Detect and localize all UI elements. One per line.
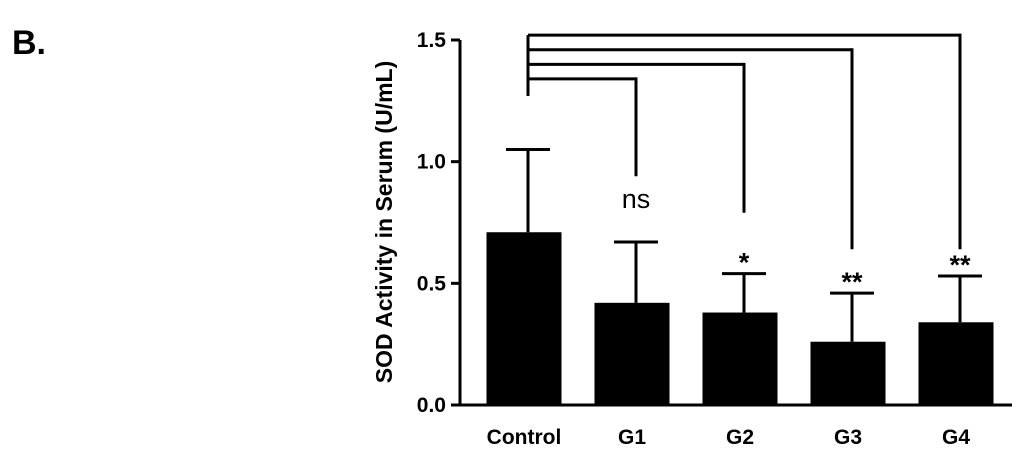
x-tick-label: G4 [942, 426, 970, 449]
significance-label: * [739, 248, 750, 278]
significance-label: ns [622, 184, 651, 214]
error-bars [506, 148, 982, 342]
bar-g1 [594, 302, 670, 405]
y-tick-label: 0.0 [417, 394, 446, 417]
x-tick-label: G2 [726, 426, 754, 449]
panel-label: B. [12, 24, 46, 62]
x-tick-label: Control [487, 426, 562, 449]
bar-g4 [918, 322, 994, 405]
significance-labels: ns***** [622, 184, 971, 297]
bars [486, 232, 994, 405]
y-ticks: 0.0 0.5 1.0 1.5 [417, 29, 460, 417]
significance-label: ** [841, 267, 863, 297]
y-tick-label: 1.5 [417, 29, 447, 52]
bar-g2 [702, 312, 778, 405]
y-tick-label: 0.5 [417, 272, 447, 295]
comparison-brackets [526, 33, 962, 250]
y-tick-label: 1.0 [417, 151, 446, 174]
bar-control [486, 232, 562, 405]
x-tick-label: G3 [834, 426, 862, 449]
x-tick-labels: Control G1 G2 G3 G4 [487, 426, 971, 449]
bar-g3 [810, 341, 886, 405]
x-tick-label: G1 [618, 426, 646, 449]
y-axis-label: SOD Activity in Serum (U/mL) [371, 61, 397, 383]
significance-label: ** [949, 250, 971, 280]
